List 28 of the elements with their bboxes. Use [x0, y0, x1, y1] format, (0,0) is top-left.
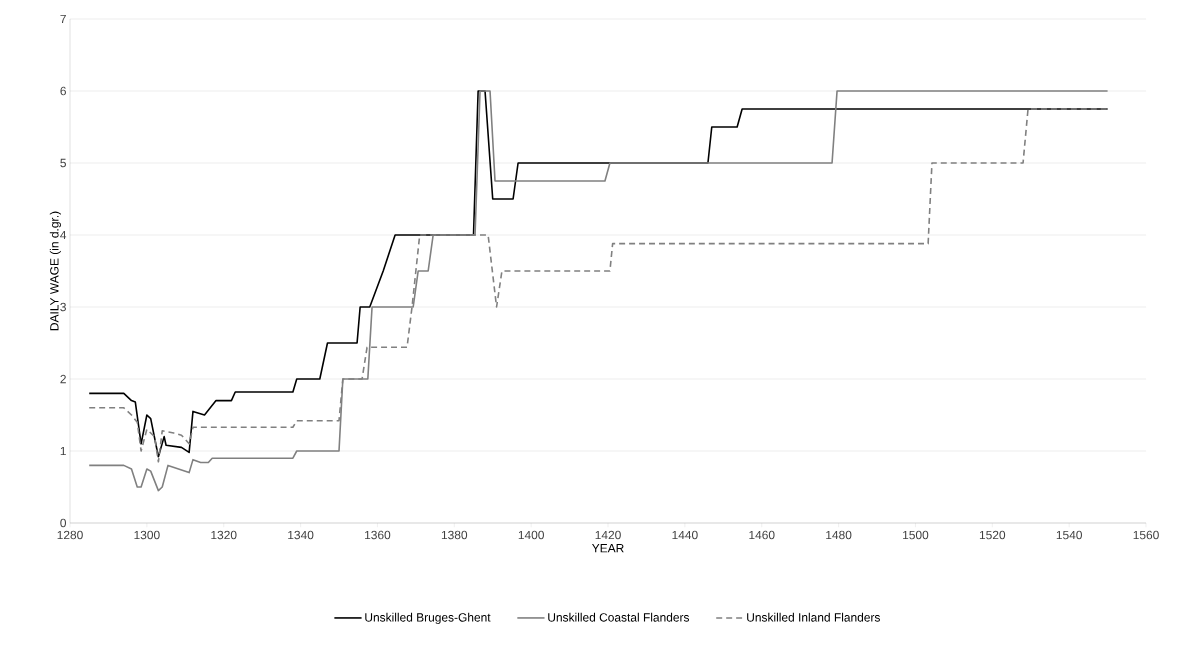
x-tick-label: 1480 — [826, 530, 852, 540]
x-tick-label: 1360 — [365, 530, 391, 540]
y-tick-label: 1 — [60, 446, 66, 456]
legend-label: Unskilled Inland Flanders — [747, 612, 880, 622]
x-tick-label: 1380 — [441, 530, 468, 540]
y-axis-title: DAILY WAGE (in d.gr.) — [49, 211, 61, 331]
y-tick-label: 0 — [60, 518, 67, 528]
y-tick-label: 4 — [60, 230, 67, 240]
x-tick-label: 1400 — [518, 530, 544, 540]
x-tick-label: 1520 — [979, 530, 1006, 540]
legend-label: Unskilled Coastal Flanders — [548, 612, 690, 622]
y-tick-label: 7 — [60, 14, 66, 24]
x-tick-label: 1340 — [288, 530, 314, 540]
x-tick-label: 1300 — [134, 530, 160, 540]
y-tick-label: 2 — [60, 374, 66, 384]
x-tick-label: 1460 — [749, 530, 775, 540]
y-tick-label: 5 — [60, 158, 66, 168]
x-tick-label: 1560 — [1133, 530, 1159, 540]
x-tick-label: 1500 — [903, 530, 929, 540]
x-tick-label: 1540 — [1056, 530, 1082, 540]
y-tick-label: 3 — [60, 302, 66, 312]
x-axis-title: YEAR — [592, 544, 624, 553]
y-tick-label: 6 — [60, 86, 66, 96]
legend-label: Unskilled Bruges-Ghent — [365, 612, 491, 625]
x-tick-label: 1420 — [595, 530, 621, 540]
x-tick-label: 1440 — [672, 530, 698, 540]
x-tick-label: 1320 — [211, 530, 237, 540]
x-tick-label: 1280 — [57, 530, 83, 540]
